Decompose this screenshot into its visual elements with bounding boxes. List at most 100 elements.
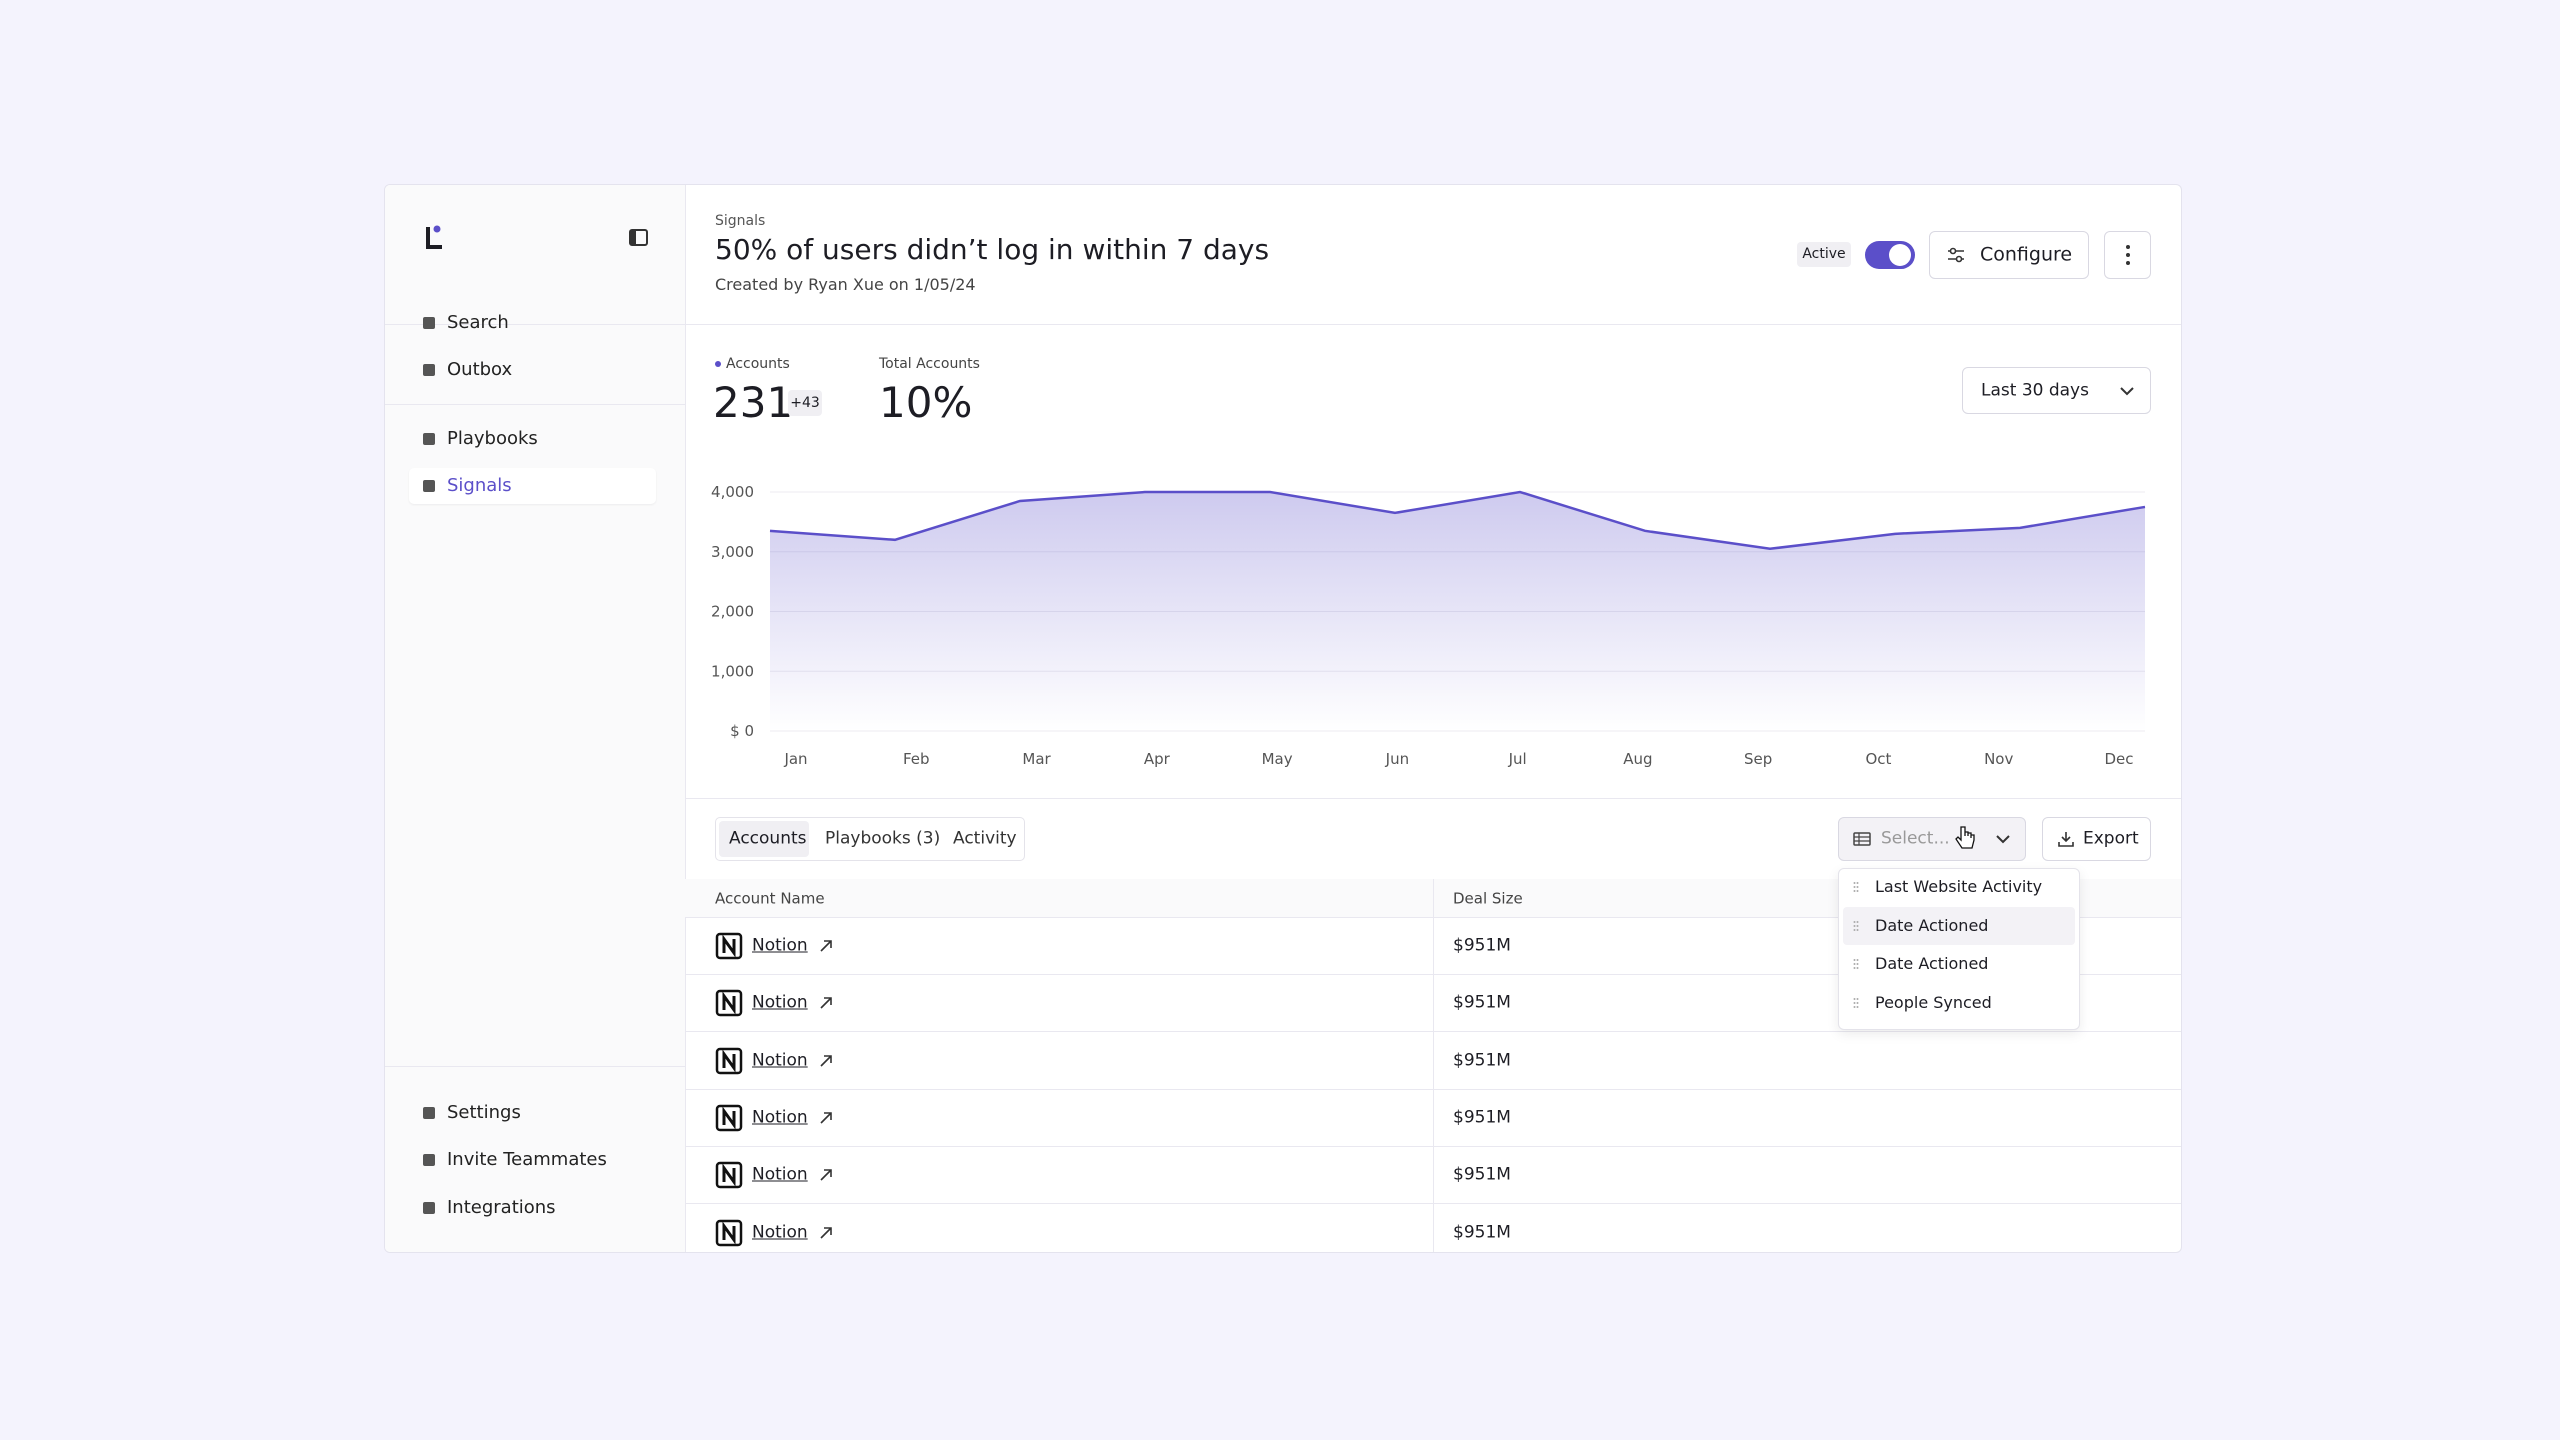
account-link[interactable]: Notion <box>752 1164 808 1185</box>
external-link-icon <box>820 940 832 952</box>
y-tick-label: 3,000 <box>711 543 754 561</box>
nav-item[interactable]: Signals <box>447 475 512 496</box>
nav-icon <box>423 1107 435 1119</box>
icon-shape <box>423 480 435 492</box>
stat-value: 10% <box>879 378 973 427</box>
chevron <box>1996 835 2010 844</box>
nav-item[interactable]: Playbooks <box>447 428 538 449</box>
dot <box>1856 886 1859 888</box>
toggle[interactable] <box>1864 240 1916 270</box>
tab-selected <box>719 821 809 857</box>
nav-icon <box>423 317 435 329</box>
menu-item[interactable]: Last Website Activity <box>1875 877 2043 896</box>
deal-size: $951M <box>1453 935 1511 956</box>
arrow <box>820 997 832 1009</box>
arrow <box>820 940 832 952</box>
more-button[interactable] <box>2104 231 2151 279</box>
nav-item[interactable]: Search <box>447 312 509 333</box>
dot <box>1853 967 1856 970</box>
logo-n <box>722 1220 736 1245</box>
account-link[interactable]: Notion <box>752 1050 808 1071</box>
company-logo <box>715 1161 743 1189</box>
account-link[interactable]: Notion <box>752 992 808 1013</box>
dot <box>1853 920 1856 923</box>
logo-n <box>722 1106 736 1130</box>
divider <box>685 798 2181 799</box>
logo-n <box>722 934 736 958</box>
stat-delta: +43 <box>788 390 822 416</box>
nav-item[interactable]: Invite Teammates <box>447 1149 607 1170</box>
x-tick-label: May <box>1262 750 1293 768</box>
icon <box>1853 832 1871 846</box>
row-border <box>685 1145 2181 1147</box>
icon-shape <box>423 1107 435 1119</box>
company-logo <box>715 932 743 960</box>
dot <box>1853 1002 1856 1005</box>
column-divider <box>1433 879 1434 1252</box>
icon-shape <box>423 1202 435 1214</box>
dot <box>1853 1006 1856 1009</box>
logo-n <box>722 1048 736 1073</box>
tab[interactable]: Accounts <box>729 828 807 849</box>
dot <box>1856 998 1859 1001</box>
external-link-icon <box>820 997 832 1009</box>
chart: $ 0 1,000 2,000 3,000 4,000 Jan Feb Mar Apr May Ju… <box>711 483 2146 768</box>
dot <box>1856 1006 1859 1009</box>
legend-dot <box>715 361 721 367</box>
company-logo <box>715 990 743 1017</box>
menu-item[interactable]: People Synced <box>1875 993 1992 1013</box>
drag-handle <box>1853 998 1859 1009</box>
account-link[interactable]: Notion <box>752 1222 808 1242</box>
column-header: Account Name <box>715 889 825 908</box>
dot <box>1853 998 1856 1001</box>
row-border <box>685 974 2181 975</box>
nav-item[interactable]: Outbox <box>447 359 513 380</box>
external-link-icon <box>820 1112 832 1124</box>
icon <box>1948 247 1964 263</box>
x-tick-label: Nov <box>1984 750 2013 768</box>
column-select[interactable]: Select... <box>1838 817 2026 861</box>
x-tick-label: Apr <box>1144 750 1171 768</box>
dot <box>1853 882 1856 884</box>
row-border <box>685 1088 2181 1090</box>
dot <box>1853 959 1856 962</box>
configure-button[interactable]: Configure <box>1929 231 2089 279</box>
dot <box>1853 924 1856 927</box>
tab[interactable]: Activity <box>953 828 1017 849</box>
nav-item[interactable]: Integrations <box>447 1197 556 1218</box>
nav-icon <box>423 1202 435 1214</box>
account-link[interactable]: Notion <box>752 935 808 956</box>
dot <box>1856 928 1859 931</box>
menu-item[interactable]: Date Actioned <box>1875 915 1989 935</box>
account-link[interactable]: Notion <box>752 1107 808 1128</box>
divider <box>385 1066 685 1067</box>
dot <box>1853 890 1856 892</box>
row-border <box>685 1031 2181 1033</box>
arrow <box>820 1054 832 1067</box>
status-badge: Active <box>1797 242 1851 267</box>
dropdown-menu: Last Website Activity Date Actioned Date A… <box>1838 868 2080 1030</box>
drag-handle <box>1853 959 1859 970</box>
dot <box>1853 928 1856 931</box>
window: Signals 50% of users didn’t log in withi… <box>384 184 2182 1253</box>
hover-highlight <box>1843 907 2075 945</box>
icon-shape <box>423 1154 435 1166</box>
stat-label: Total Accounts <box>879 356 980 372</box>
y-tick-label: $ 0 <box>730 722 754 740</box>
x-tick-label: Jun <box>1385 750 1409 768</box>
tab[interactable]: Playbooks (3) <box>825 828 941 849</box>
arrow <box>820 1112 832 1124</box>
export-button[interactable]: Export <box>2042 817 2151 861</box>
stat-value: 231 <box>713 378 794 427</box>
company-logo <box>715 1219 743 1246</box>
nav-item[interactable]: Settings <box>447 1102 521 1123</box>
x-tick-label: Oct <box>1865 750 1891 768</box>
y-tick-label: 1,000 <box>711 662 754 680</box>
range-dropdown[interactable]: Last 30 days <box>1962 367 2151 414</box>
arrow <box>820 1169 832 1181</box>
external-link-icon <box>820 1169 832 1181</box>
icon-shape <box>423 433 435 445</box>
menu-item[interactable]: Date Actioned <box>1875 954 1989 974</box>
sidebar-toggle[interactable] <box>629 229 649 247</box>
